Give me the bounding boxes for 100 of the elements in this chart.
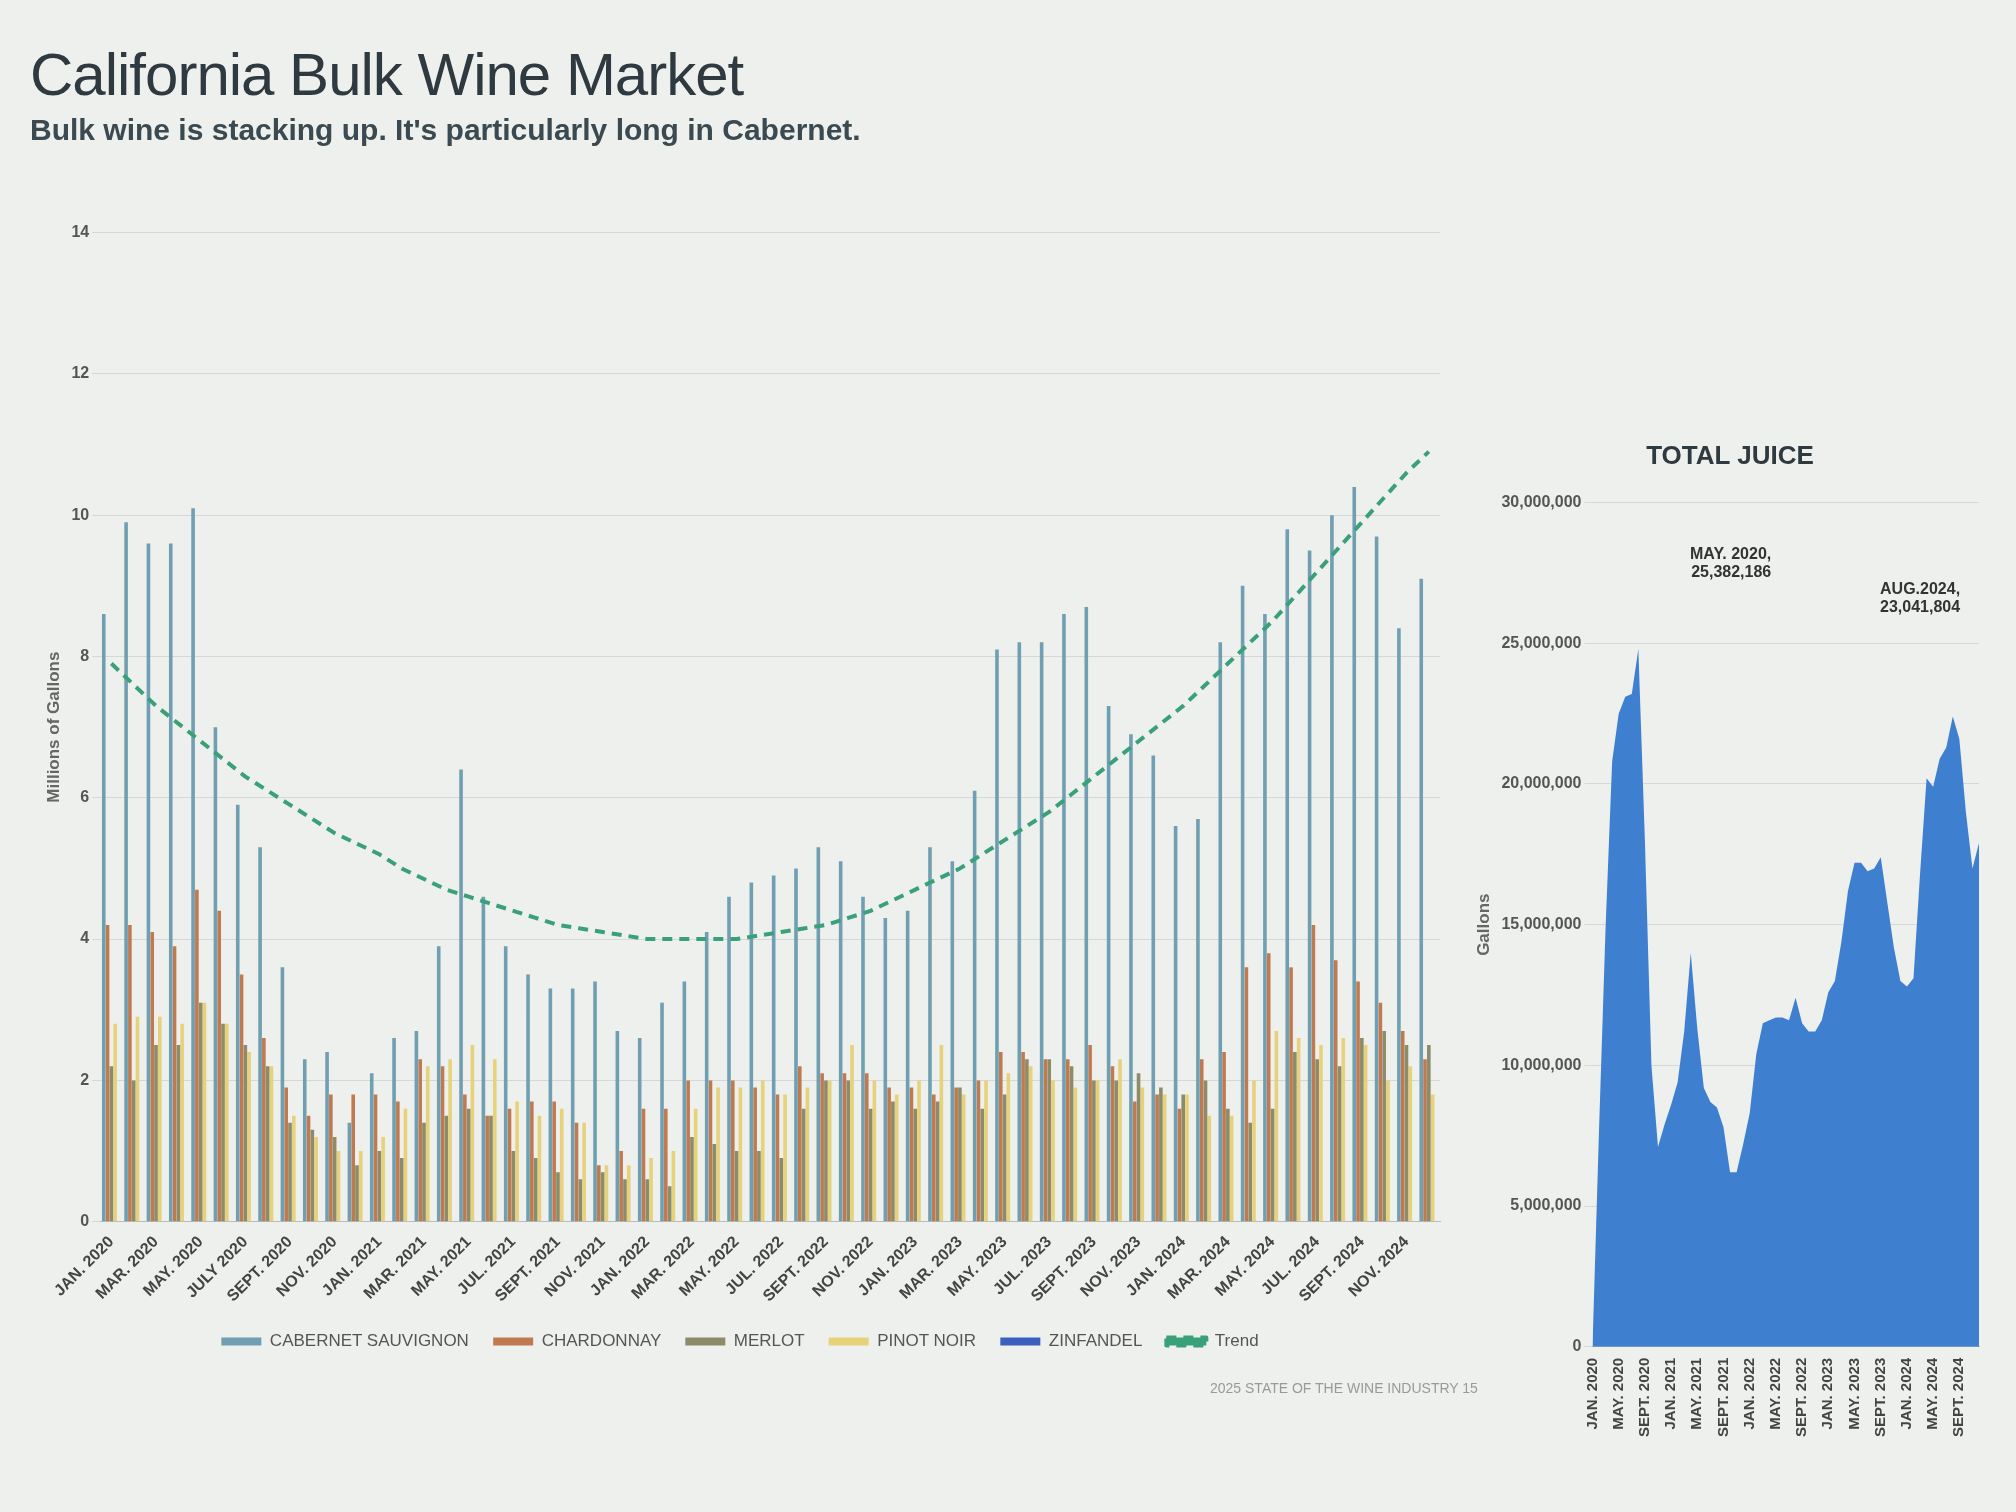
bar	[288, 1122, 292, 1222]
bar	[998, 1052, 1003, 1222]
y-tick-label: 5,000,000	[1510, 1196, 1582, 1214]
y-tick-label: 12	[71, 364, 90, 382]
bar	[101, 614, 106, 1222]
bar	[559, 1108, 564, 1222]
bar	[961, 1094, 966, 1222]
bar	[358, 1151, 363, 1222]
bar	[1185, 1094, 1189, 1222]
bar	[623, 1179, 627, 1222]
bar	[931, 1094, 936, 1222]
bar	[329, 1094, 333, 1222]
bar	[530, 1101, 534, 1222]
bar	[984, 1080, 988, 1222]
bar	[846, 1080, 851, 1222]
bar	[351, 1094, 355, 1222]
x-tick-label: JAN. 2023	[1818, 1357, 1836, 1430]
bar	[552, 1101, 556, 1222]
bar	[660, 1002, 664, 1222]
x-tick-label: SEPT. 2020	[1635, 1357, 1653, 1437]
y-tick-label: 20,000,000	[1501, 774, 1582, 792]
y-tick-label: 2	[80, 1070, 90, 1088]
bar	[168, 543, 173, 1222]
y-tick-label: 25,000,000	[1501, 633, 1582, 651]
legend-label: CABERNET SAUVIGNON	[269, 1331, 469, 1351]
chart-title: California Bulk Wine Market	[30, 40, 745, 109]
bar	[1065, 1059, 1070, 1222]
bar	[827, 1080, 832, 1222]
bar	[221, 1023, 225, 1222]
bar	[1222, 1052, 1226, 1222]
y-tick-label: 14	[71, 223, 90, 241]
bar	[1025, 1059, 1029, 1222]
y-tick-label: 6	[80, 788, 90, 806]
bar	[570, 988, 575, 1222]
bar	[247, 1052, 251, 1222]
line-series	[109, 449, 1431, 942]
bar	[995, 649, 999, 1222]
legend-label: PINOT NOIR	[877, 1331, 977, 1351]
bar	[1386, 1080, 1390, 1222]
bar	[686, 1080, 690, 1222]
bar	[760, 1080, 765, 1222]
legend-label: CHARDONNAY	[541, 1331, 662, 1351]
bar	[1118, 1059, 1122, 1222]
x-tick-label: MAY. 2021	[1687, 1357, 1705, 1430]
bar	[113, 1023, 117, 1222]
bar	[649, 1158, 653, 1222]
legend-label: ZINFANDEL	[1048, 1331, 1143, 1351]
bar	[1266, 953, 1271, 1222]
x-tick-label: SEPT. 2024	[1949, 1357, 1967, 1437]
bar	[459, 769, 463, 1222]
bar	[913, 1108, 918, 1222]
bar	[690, 1136, 694, 1222]
bar	[731, 1080, 735, 1222]
bar	[645, 1179, 650, 1222]
bar	[448, 1059, 452, 1222]
bar	[1400, 1030, 1405, 1222]
bar	[1285, 529, 1290, 1222]
x-tick-label: MAY. 2020	[1608, 1357, 1626, 1430]
bar	[891, 1101, 895, 1222]
bar	[1088, 1045, 1092, 1222]
bar	[1021, 1052, 1025, 1222]
bar	[1151, 755, 1156, 1222]
bar	[492, 1059, 497, 1222]
x-tick-label: MAY. 2024	[1923, 1357, 1941, 1430]
bar	[1408, 1066, 1413, 1222]
bar	[355, 1165, 359, 1222]
bar	[779, 1158, 784, 1222]
bar	[824, 1080, 828, 1222]
bar	[381, 1136, 385, 1222]
bar	[1293, 1052, 1297, 1222]
bar	[526, 974, 530, 1222]
bar	[1315, 1059, 1319, 1222]
bar	[1051, 1080, 1055, 1222]
bar	[1289, 967, 1293, 1222]
x-tick-label: JAN. 2021	[1661, 1357, 1679, 1430]
bar	[1017, 642, 1022, 1222]
bar	[716, 1087, 720, 1222]
bar	[1319, 1045, 1323, 1222]
bar	[314, 1136, 318, 1222]
bar	[1199, 1059, 1204, 1222]
bar	[887, 1087, 891, 1222]
y-tick-label: 8	[80, 646, 90, 664]
bar	[1218, 642, 1223, 1222]
x-tick-label: JAN. 2024	[1897, 1357, 1915, 1430]
x-tick-label: SEPT. 2023	[1870, 1357, 1888, 1437]
bar	[1132, 1101, 1137, 1222]
bar	[1360, 1037, 1364, 1222]
bar	[1226, 1108, 1230, 1222]
bar	[503, 946, 508, 1222]
text: 2025 STATE OF THE WINE INDUSTRY 15	[1210, 1380, 1478, 1396]
y-axis-title: Gallons	[1473, 893, 1493, 956]
bar	[1159, 1087, 1163, 1222]
bar	[124, 522, 128, 1222]
bar	[850, 1045, 854, 1222]
bar	[392, 1037, 396, 1222]
y-tick-label: 10,000,000	[1501, 1055, 1582, 1073]
bar	[1423, 1059, 1427, 1222]
bar	[1427, 1045, 1431, 1222]
bar	[1263, 614, 1267, 1222]
bar	[195, 889, 199, 1222]
